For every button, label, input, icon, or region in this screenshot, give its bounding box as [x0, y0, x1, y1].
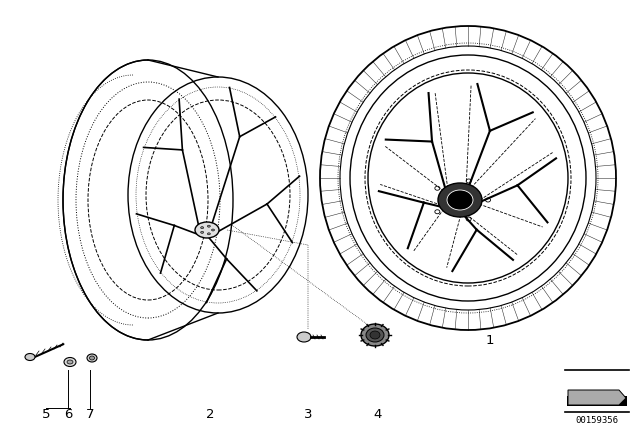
Text: 6: 6	[64, 409, 72, 422]
Text: 4: 4	[374, 409, 382, 422]
Ellipse shape	[201, 231, 204, 233]
Bar	[567, 396, 627, 406]
Ellipse shape	[447, 190, 473, 210]
Ellipse shape	[366, 328, 384, 342]
Ellipse shape	[297, 332, 311, 342]
Ellipse shape	[67, 360, 73, 364]
Ellipse shape	[195, 222, 219, 238]
Text: 00159356: 00159356	[575, 415, 618, 425]
Ellipse shape	[25, 353, 35, 361]
Ellipse shape	[64, 358, 76, 366]
Text: 2: 2	[205, 409, 214, 422]
Text: 7: 7	[86, 409, 94, 422]
Ellipse shape	[211, 229, 214, 231]
Ellipse shape	[370, 331, 380, 339]
Ellipse shape	[207, 225, 211, 227]
Ellipse shape	[207, 233, 211, 235]
Polygon shape	[568, 390, 626, 405]
Ellipse shape	[90, 356, 95, 360]
Text: 5: 5	[42, 409, 51, 422]
Text: 1: 1	[486, 333, 494, 346]
Text: 3: 3	[304, 409, 312, 422]
Ellipse shape	[87, 354, 97, 362]
Ellipse shape	[201, 227, 204, 228]
Ellipse shape	[361, 324, 389, 346]
Ellipse shape	[438, 183, 482, 217]
